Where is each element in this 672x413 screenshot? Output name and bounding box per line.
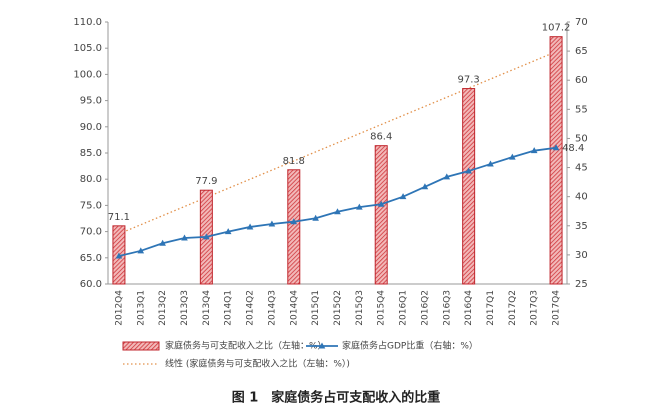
x-tick-label: 2015Q3: [355, 290, 365, 326]
caption: 图 1 家庭债务占可支配收入的比重: [232, 390, 441, 406]
x-tick-label: 2016Q4: [464, 290, 474, 326]
y2-tick-label: 45: [575, 163, 588, 174]
x-tick-label: 2017Q3: [530, 290, 540, 326]
y-tick-label: 70.0: [80, 227, 102, 238]
y-tick-label: 110.0: [73, 17, 102, 28]
line-marker: [290, 218, 298, 225]
bar-label: 107.2: [542, 23, 571, 34]
y2-tick-label: 35: [575, 221, 588, 232]
line-marker: [268, 220, 276, 227]
y2-tick-label: 50: [575, 133, 588, 144]
y2-tick-label: 25: [575, 279, 588, 290]
x-tick-label: 2017Q4: [552, 290, 562, 326]
x-tick-label: 2013Q3: [180, 290, 190, 326]
bar: [287, 169, 301, 285]
line-marker: [224, 228, 232, 235]
bar-label: 71.1: [108, 212, 130, 223]
y-tick-label: 75.0: [80, 200, 102, 211]
x-tick-label: 2016Q1: [399, 290, 409, 326]
y-tick-label: 95.0: [80, 96, 102, 107]
line-marker: [399, 193, 407, 200]
line-marker: [509, 153, 516, 160]
y2-tick-label: 60: [575, 75, 588, 86]
line-marker: [530, 147, 538, 154]
line-marker: [443, 173, 451, 180]
y2-tick-label: 65: [575, 46, 588, 57]
x-tick-label: 2015Q2: [333, 290, 343, 326]
x-tick-label: 2013Q1: [136, 290, 146, 326]
bar-label: 97.3: [458, 75, 480, 86]
y-tick-label: 80.0: [80, 174, 102, 185]
line-label: 48.4: [562, 143, 584, 154]
y-tick-label: 105.0: [73, 43, 102, 54]
y-tick-label: 60.0: [80, 279, 102, 290]
line-marker: [181, 234, 188, 241]
legend-marker: [318, 342, 326, 349]
trendline: [118, 51, 557, 235]
line-marker: [334, 208, 341, 215]
line-marker: [312, 214, 319, 221]
bar-label: 81.8: [283, 156, 305, 167]
x-tick-label: 2014Q1: [224, 290, 234, 326]
y-tick-label: 90.0: [80, 122, 102, 133]
x-tick-label: 2013Q4: [202, 290, 212, 326]
x-tick-label: 2014Q2: [246, 290, 256, 326]
y2-tick-label: 30: [575, 250, 588, 261]
legend-label: 线性 (家庭债务与可支配收入之比（左轴：%）): [165, 358, 350, 370]
y-tick-label: 100.0: [73, 69, 102, 80]
y2-tick-label: 55: [575, 104, 588, 115]
line-marker: [552, 144, 560, 151]
bar: [549, 36, 563, 285]
line-marker: [356, 203, 363, 210]
line-marker: [137, 247, 145, 254]
y-tick-label: 85.0: [80, 148, 102, 159]
x-tick-label: 2017Q1: [486, 290, 496, 326]
bar-label: 86.4: [370, 132, 392, 143]
x-tick-label: 2014Q4: [289, 290, 299, 326]
line-marker: [203, 233, 210, 240]
x-tick-label: 2016Q3: [442, 290, 452, 326]
x-tick-label: 2017Q2: [508, 290, 518, 326]
legend-swatch: [122, 341, 160, 351]
x-tick-label: 2016Q2: [420, 290, 430, 326]
line-marker: [159, 239, 166, 246]
line-marker: [465, 167, 472, 174]
line-marker: [421, 183, 429, 190]
bar-label: 77.9: [195, 176, 217, 187]
x-tick-label: 2015Q4: [377, 290, 387, 326]
legend-label: 家庭债务与可支配收入之比（左轴：%）: [165, 340, 327, 352]
line-marker: [115, 252, 123, 259]
y-tick-label: 65.0: [80, 253, 102, 264]
bar: [374, 145, 388, 285]
x-tick-label: 2015Q1: [311, 290, 321, 326]
line-marker: [246, 223, 254, 230]
x-tick-label: 2013Q2: [158, 290, 168, 326]
y2-tick-label: 70: [575, 17, 588, 28]
line-marker: [487, 160, 494, 167]
x-tick-label: 2014Q3: [267, 290, 277, 326]
legend-label: 家庭债务占GDP比重（右轴：%）: [342, 340, 478, 352]
y2-tick-label: 40: [575, 192, 588, 203]
line-marker: [377, 200, 385, 207]
bar: [462, 88, 476, 285]
x-tick-label: 2012Q4: [114, 290, 124, 326]
